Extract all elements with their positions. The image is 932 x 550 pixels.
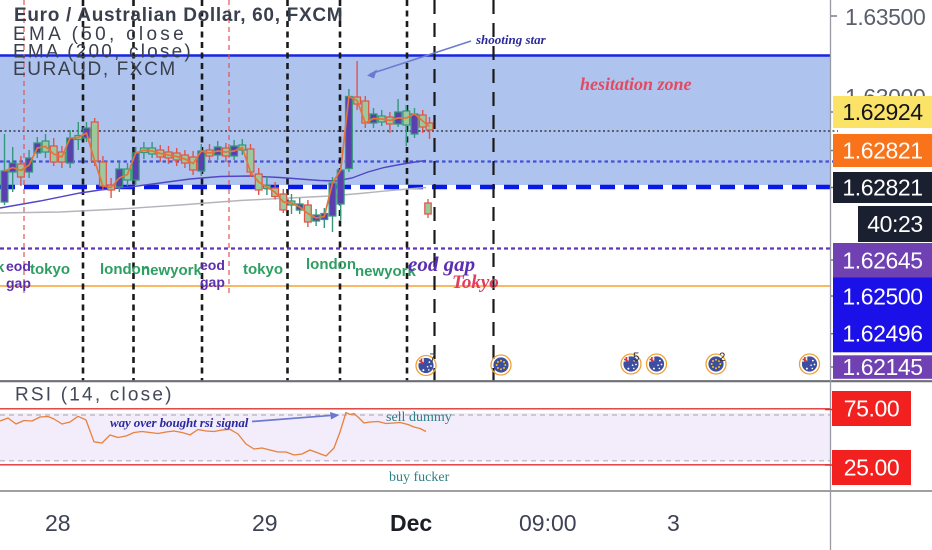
svg-text:1.62145: 1.62145: [842, 354, 922, 380]
svg-text:london: london: [100, 261, 150, 278]
svg-text:1.62821: 1.62821: [842, 175, 922, 201]
svg-text:75.00: 75.00: [844, 396, 900, 422]
svg-text:gap: gap: [6, 275, 31, 291]
svg-text:1.62821: 1.62821: [842, 138, 922, 164]
svg-text:newyork: newyork: [355, 263, 417, 280]
svg-text:28: 28: [45, 510, 71, 536]
svg-text:EMA (200, close): EMA (200, close): [13, 42, 193, 63]
svg-text:1.63500: 1.63500: [845, 4, 925, 30]
svg-text:tokyo: tokyo: [30, 261, 70, 278]
svg-text:tokyo: tokyo: [243, 261, 283, 278]
svg-text:5: 5: [633, 352, 639, 364]
svg-text:gap: gap: [200, 274, 225, 290]
svg-text:2: 2: [719, 352, 725, 364]
svg-text:sell dummy: sell dummy: [386, 410, 452, 425]
svg-text:eod gap: eod gap: [408, 252, 475, 276]
svg-text:1.62924: 1.62924: [842, 99, 923, 125]
svg-text:3: 3: [667, 510, 680, 536]
svg-text:EMA (50, close: EMA (50, close: [13, 24, 187, 45]
svg-text:Euro / Australian Dollar, 60,: Euro / Australian Dollar, 60, FXCM: [14, 5, 343, 26]
svg-text:09:00: 09:00: [519, 510, 577, 536]
svg-text:40:23: 40:23: [867, 211, 923, 237]
svg-text:way over bought rsi signal: way over bought rsi signal: [110, 415, 249, 430]
svg-text:london: london: [306, 256, 356, 273]
svg-text:25.00: 25.00: [844, 455, 900, 481]
svg-text:shooting star: shooting star: [475, 32, 547, 47]
svg-text:29: 29: [252, 510, 278, 536]
svg-text:k: k: [0, 259, 5, 276]
svg-text:newyork: newyork: [141, 262, 203, 279]
svg-text:Dec: Dec: [390, 510, 432, 536]
svg-text:eod: eod: [200, 257, 225, 273]
svg-text:eod: eod: [6, 258, 31, 274]
svg-text:EURAUD, FXCM: EURAUD, FXCM: [13, 59, 177, 80]
svg-text:1.62496: 1.62496: [842, 321, 922, 347]
svg-text:Tokyo: Tokyo: [452, 272, 499, 293]
svg-text:1.62500: 1.62500: [842, 283, 922, 309]
svg-text:1.62645: 1.62645: [842, 247, 922, 273]
svg-text:RSI (14, close): RSI (14, close): [15, 385, 174, 406]
svg-text:buy fucker: buy fucker: [389, 470, 450, 485]
svg-text:hesitation zone: hesitation zone: [580, 74, 692, 94]
svg-text:7: 7: [430, 353, 436, 365]
